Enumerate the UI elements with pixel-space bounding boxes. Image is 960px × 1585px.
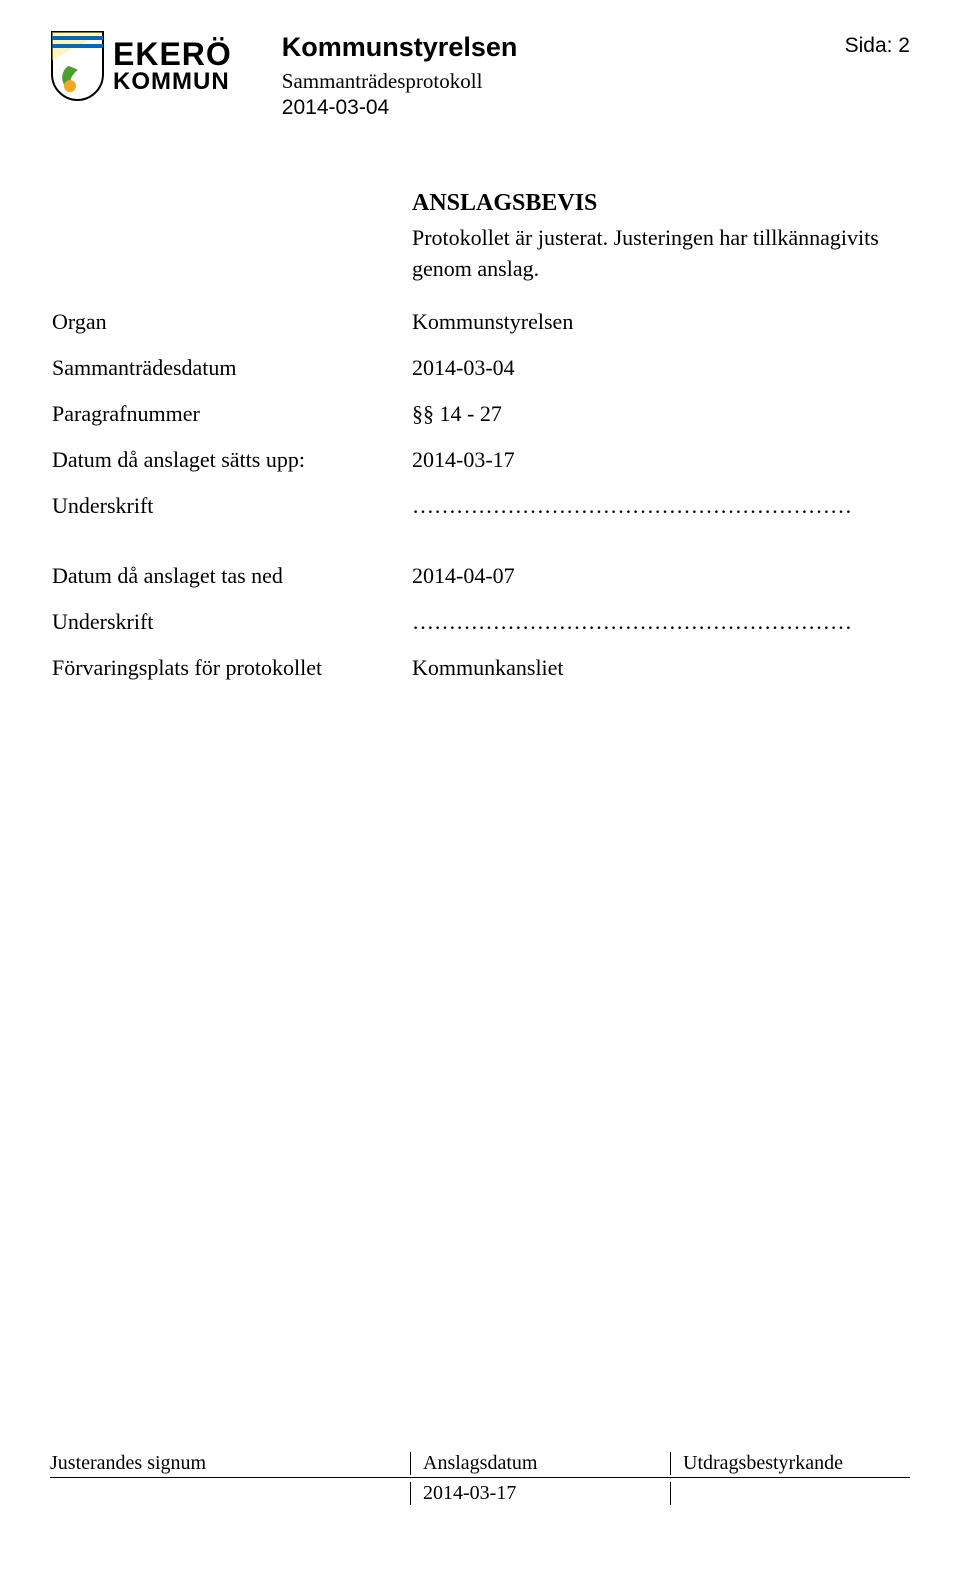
- row-organ: Organ Kommunstyrelsen: [52, 299, 910, 345]
- row-satts: Datum då anslaget sätts upp: 2014-03-17: [52, 437, 910, 483]
- row-tasned: Datum då anslaget tas ned 2014-04-07: [52, 553, 910, 599]
- satts-label: Datum då anslaget sätts upp:: [52, 437, 412, 483]
- row-forvar: Förvaringsplats för protokollet Kommunka…: [52, 645, 910, 691]
- spacer-row: [52, 529, 910, 553]
- tasned-value: 2014-04-07: [412, 553, 910, 599]
- brand-name-bottom: KOMMUN: [113, 70, 232, 94]
- underskrift2-value: ……………………………………………………: [412, 599, 910, 645]
- footer-col3-value: [670, 1482, 910, 1505]
- anslag-subtitle: Protokollet är justerat. Justeringen har…: [412, 223, 892, 285]
- footer-header-row: Justerandes signum Anslagsdatum Utdragsb…: [50, 1452, 910, 1478]
- forvar-label: Förvaringsplats för protokollet: [52, 645, 412, 691]
- paragraf-label: Paragrafnummer: [52, 391, 412, 437]
- document-footer: Justerandes signum Anslagsdatum Utdragsb…: [50, 1452, 910, 1505]
- underskrift2-label: Underskrift: [52, 599, 412, 645]
- row-sammandate: Sammanträdesdatum 2014-03-04: [52, 345, 910, 391]
- brand-name-top: EKERÖ: [113, 38, 232, 70]
- content-area: ANSLAGSBEVIS Protokollet är justerat. Ju…: [50, 190, 910, 691]
- organ-value: Kommunstyrelsen: [412, 299, 910, 345]
- underskrift1-label: Underskrift: [52, 483, 412, 529]
- logo-block: EKERÖ KOMMUN: [50, 30, 232, 102]
- municipal-shield-icon: [50, 30, 105, 102]
- paragraf-value: §§ 14 - 27: [412, 391, 910, 437]
- sammandate-label: Sammanträdesdatum: [52, 345, 412, 391]
- forvar-value: Kommunkansliet: [412, 645, 910, 691]
- satts-value: 2014-03-17: [412, 437, 910, 483]
- tasned-label: Datum då anslaget tas ned: [52, 553, 412, 599]
- footer-col1-label: Justerandes signum: [50, 1452, 410, 1475]
- row-underskrift2: Underskrift ……………………………………………………: [52, 599, 910, 645]
- document-title: Kommunstyrelsen: [282, 32, 845, 63]
- document-subtitle: Sammanträdesprotokoll: [282, 69, 845, 94]
- page-number: Sida: 2: [845, 30, 910, 58]
- underskrift1-value: ……………………………………………………: [412, 483, 910, 529]
- footer-col1-value: [50, 1482, 410, 1505]
- sammandate-value: 2014-03-04: [412, 345, 910, 391]
- row-underskrift1: Underskrift ……………………………………………………: [52, 483, 910, 529]
- document-header: EKERÖ KOMMUN Kommunstyrelsen Sammanträde…: [50, 30, 910, 120]
- footer-col2-label: Anslagsdatum: [410, 1452, 670, 1475]
- fields-table: Organ Kommunstyrelsen Sammanträdesdatum …: [52, 299, 910, 691]
- footer-col3-label: Utdragsbestyrkande: [670, 1452, 910, 1475]
- footer-value-row: 2014-03-17: [50, 1478, 910, 1505]
- organ-label: Organ: [52, 299, 412, 345]
- row-paragraf: Paragrafnummer §§ 14 - 27: [52, 391, 910, 437]
- brand-text: EKERÖ KOMMUN: [113, 38, 232, 94]
- document-date: 2014-03-04: [282, 96, 845, 120]
- anslag-title: ANSLAGSBEVIS: [412, 190, 910, 217]
- title-block: Kommunstyrelsen Sammanträdesprotokoll 20…: [282, 30, 845, 120]
- footer-col2-value: 2014-03-17: [410, 1482, 670, 1505]
